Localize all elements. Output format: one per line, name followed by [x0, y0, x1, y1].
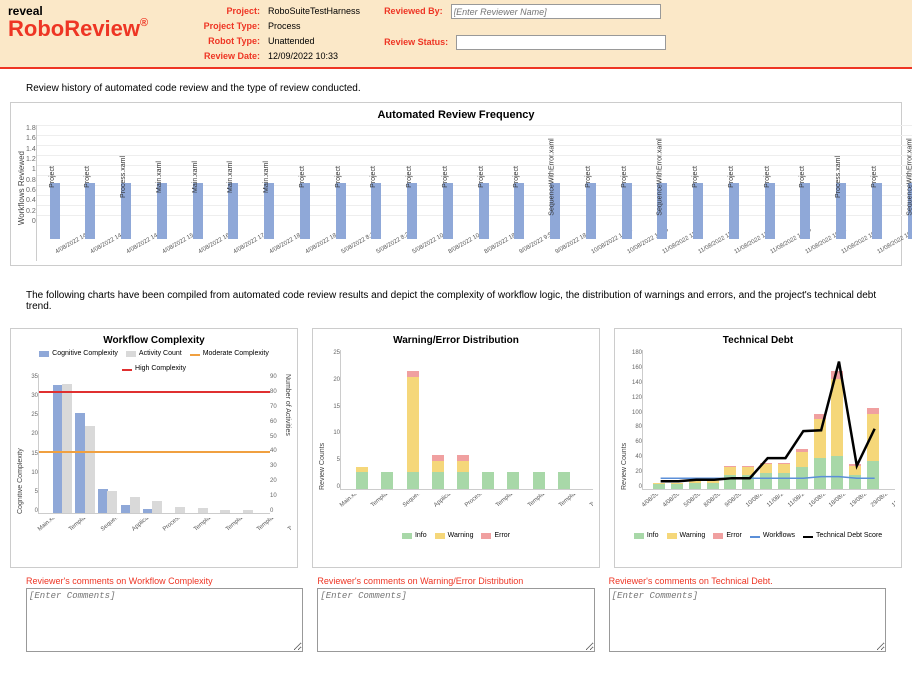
debt-plot [642, 350, 895, 490]
freq-bar: Process.xaml11/08/2022 16:24 [823, 149, 859, 261]
freq-bar: Project11/08/2022 12:20 [716, 149, 752, 261]
robot-type-label: Robot Type: [182, 34, 260, 48]
intro-1: Review history of automated code review … [0, 69, 912, 102]
header: reveal RoboReview® Project: RoboSuiteTest… [0, 0, 912, 69]
meta-left: Project: RoboSuiteTestHarness Project Typ… [182, 4, 360, 63]
dist-y-axis: 2520151050 [326, 350, 340, 490]
freq-bar: Project8/08/2022 10:01 [430, 149, 466, 261]
project-value: RoboSuiteTestHarness [268, 4, 360, 18]
dist-x-labels: Main.xamlTemplate\WithProcess.xamlSequen… [319, 494, 593, 530]
review-date-value: 12/09/2022 10:33 [268, 49, 338, 63]
debt-title: Technical Debt [621, 335, 895, 346]
reviewed-by-input[interactable] [451, 4, 661, 19]
debt-x-labels: 4/08/2022 14:164/08/2022 18:265/08/2022 … [621, 494, 895, 530]
dist-plot [340, 350, 593, 490]
project-label: Project: [182, 4, 260, 18]
complexity-legend: Cognitive ComplexityActivity CountModera… [17, 350, 291, 372]
project-type-value: Process [268, 19, 301, 33]
complexity-y-right-label: Number of Activities [284, 374, 291, 514]
freq-bar: Project11/08/2022 16:21 [787, 149, 823, 261]
freq-y-axis: 1.81.61.41.210.80.60.40.20 [26, 125, 36, 225]
robot-type-value: Unattended [268, 34, 315, 48]
comment-1-input[interactable] [26, 588, 303, 652]
freq-bar: SequenceWithError.xaml11/08/2022 12:01 [895, 149, 912, 261]
freq-bar: Main.xaml4/08/2022 18:11 [251, 149, 287, 261]
complexity-chart: Workflow Complexity Cognitive Complexity… [10, 328, 298, 568]
complexity-y-left: 35302520151050 [24, 374, 38, 514]
review-status-label: Review Status: [384, 35, 448, 50]
logo-main: RoboReview® [8, 18, 166, 40]
debt-y-axis: 180160140120100806040200 [628, 350, 642, 490]
freq-bar: Project10/08/2022 14:11 [573, 149, 609, 261]
freq-bar: Project10/08/2022 11:26 [609, 149, 645, 261]
frequency-title: Automated Review Frequency [17, 109, 895, 121]
comment-3-input[interactable] [609, 588, 886, 652]
frequency-panel: Automated Review Frequency Workflows Rev… [10, 102, 902, 266]
complexity-y-right: 9080706050403020100 [270, 374, 284, 514]
freq-bar: Project4/08/2022 14:19 [72, 149, 108, 261]
freq-bar: Project5/08/2022 8:21 [358, 149, 394, 261]
freq-y-label: Workflows Reviewed [17, 151, 26, 225]
freq-bar: Project11/08/2022 16:34 [859, 149, 895, 261]
logo: reveal RoboReview® [8, 4, 166, 40]
freq-bars-area: Project4/08/2022 14:16Project4/08/2022 1… [36, 125, 912, 261]
review-date-label: Review Date: [182, 49, 260, 63]
freq-bar: Main.xaml4/08/2022 17:39 [215, 149, 251, 261]
freq-bar: Project11/08/2022 11:40 [680, 149, 716, 261]
complexity-plot [38, 374, 270, 514]
reviewed-by-label: Reviewed By: [384, 4, 443, 19]
freq-bar: Project8/08/2022 18:07 [466, 149, 502, 261]
comment-1-label: Reviewer's comments on Workflow Complexi… [26, 576, 303, 586]
distribution-title: Warning/Error Distribution [319, 335, 593, 346]
freq-bar: Process.xaml4/08/2022 14:24 [108, 149, 144, 261]
project-type-label: Project Type: [182, 19, 260, 33]
comment-2-input[interactable] [317, 588, 594, 652]
complexity-y-left-label: Cognitive Complexity [17, 374, 24, 514]
freq-bar: SequenceWithError.xaml9/08/2022 18:06 [537, 149, 573, 261]
freq-bar: Project5/08/2022 8:16 [323, 149, 359, 261]
comment-3-label: Reviewer's comments on Technical Debt. [609, 576, 886, 586]
distribution-chart: Warning/Error Distribution Review Counts… [312, 328, 600, 568]
debt-y-label: Review Counts [621, 350, 628, 490]
freq-bar: Project9/08/2022 9:51 [501, 149, 537, 261]
freq-bar: Project4/08/2022 14:16 [37, 149, 73, 261]
dist-legend: InfoWarningError [319, 532, 593, 539]
freq-bar: Project4/08/2022 18:12 [287, 149, 323, 261]
review-status-input[interactable] [456, 35, 666, 50]
debt-legend: InfoWarningErrorWorkflowsTechnical Debt … [621, 532, 895, 539]
freq-bar: Main.xaml4/08/2022 16:17 [180, 149, 216, 261]
meta-right: Reviewed By: Review Status: [384, 4, 666, 50]
debt-chart: Technical Debt Review Counts 18016014012… [614, 328, 902, 568]
comment-2-label: Reviewer's comments on Warning/Error Dis… [317, 576, 594, 586]
complexity-x-labels: Main.xamlTemplate\WithProcess.xamlSequen… [17, 518, 291, 554]
dist-y-label: Review Counts [319, 350, 326, 490]
intro-2: The following charts have been compiled … [0, 276, 912, 320]
freq-bar: Main.xaml4/08/2022 15:01 [144, 149, 180, 261]
complexity-title: Workflow Complexity [17, 335, 291, 346]
freq-bar: SequenceWithError.xaml11/08/2022 11:39 [644, 149, 680, 261]
freq-bar: Project11/08/2022 14:18 [752, 149, 788, 261]
freq-bar: Project5/08/2022 10:01 [394, 149, 430, 261]
